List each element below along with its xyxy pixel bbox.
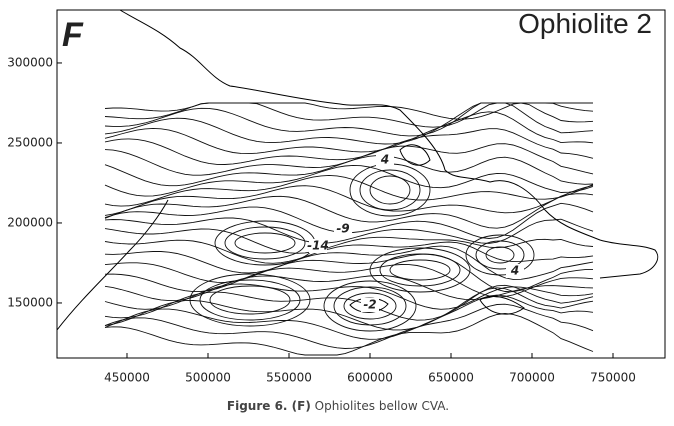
contour-line: [104, 193, 594, 229]
contour-line: [209, 285, 291, 315]
contour-label: -9: [336, 222, 349, 236]
contour-line: [369, 247, 471, 293]
y-tick-label: 200000: [7, 215, 53, 229]
contour-line: [104, 228, 594, 254]
contour-line: [224, 226, 306, 260]
map-title: Ophiolite 2: [518, 8, 652, 39]
contour-label: 4: [380, 153, 389, 167]
contour-line: [104, 128, 594, 165]
contour-label-bg: [361, 298, 379, 312]
contour-line: [104, 264, 594, 298]
contour-label-bg: [376, 153, 394, 167]
x-tick-label: 550000: [266, 371, 312, 385]
contour-line: [104, 245, 594, 280]
contour-label: -14: [307, 239, 329, 253]
contour-line: [465, 234, 535, 276]
contour-line: [379, 253, 461, 287]
caption: Figure 6. (F) Ophiolites bellow CVA.: [227, 399, 449, 413]
coastlines: [56, 9, 659, 331]
contour-line: [369, 175, 411, 205]
contour-line: [104, 102, 594, 145]
contour-line: [323, 280, 417, 332]
contour-line: [485, 246, 515, 264]
coastline: [56, 199, 169, 331]
contour-line: [104, 155, 594, 187]
contour-line: [389, 259, 451, 281]
x-tick-label: 650000: [428, 371, 474, 385]
contour-line: [104, 164, 594, 197]
x-tick-label: 500000: [185, 371, 231, 385]
y-tick-label: 250000: [7, 135, 53, 149]
contour-line: [234, 232, 296, 254]
contour-label-bg: [506, 264, 524, 278]
contour-line: [104, 111, 594, 155]
x-tick-label: 750000: [590, 371, 636, 385]
contour-line: [104, 283, 594, 310]
island: [479, 295, 525, 315]
contour-line: [333, 286, 407, 326]
contour-label-bg: [309, 239, 327, 253]
coastline: [119, 9, 659, 279]
caption-text: Ophiolites bellow CVA.: [315, 399, 449, 413]
contour-lines: [104, 102, 594, 356]
caption-label: Figure 6. (F): [227, 399, 311, 413]
contour-line: [199, 279, 301, 321]
x-tick-label: 700000: [509, 371, 555, 385]
panel-letter: F: [62, 16, 84, 54]
contour-line: [104, 303, 594, 349]
island: [399, 144, 431, 166]
contour-line: [104, 185, 594, 216]
contour-line: [104, 174, 594, 207]
axes: 450000 500000 550000 600000 650000 700000 7500…: [7, 55, 636, 384]
contour-line: [104, 294, 594, 340]
contour-line: [104, 102, 593, 120]
island: [349, 297, 389, 313]
contour-line: [104, 287, 594, 331]
contour-label-bg: [334, 222, 352, 236]
contour-line: [104, 284, 594, 321]
contour-line: [104, 102, 594, 137]
contour-line: [189, 273, 311, 327]
contour-line: [104, 239, 594, 264]
contour-line: [343, 292, 397, 320]
y-tick-label: 150000: [7, 295, 53, 309]
contour-line: [359, 169, 421, 211]
x-tick-label: 600000: [347, 371, 393, 385]
contour-line: [104, 313, 594, 356]
contour-label: 4: [510, 264, 519, 278]
x-tick-label: 450000: [104, 371, 150, 385]
y-tick-label: 300000: [7, 55, 53, 69]
contour-label: -2: [363, 298, 376, 312]
contour-line: [475, 240, 525, 270]
